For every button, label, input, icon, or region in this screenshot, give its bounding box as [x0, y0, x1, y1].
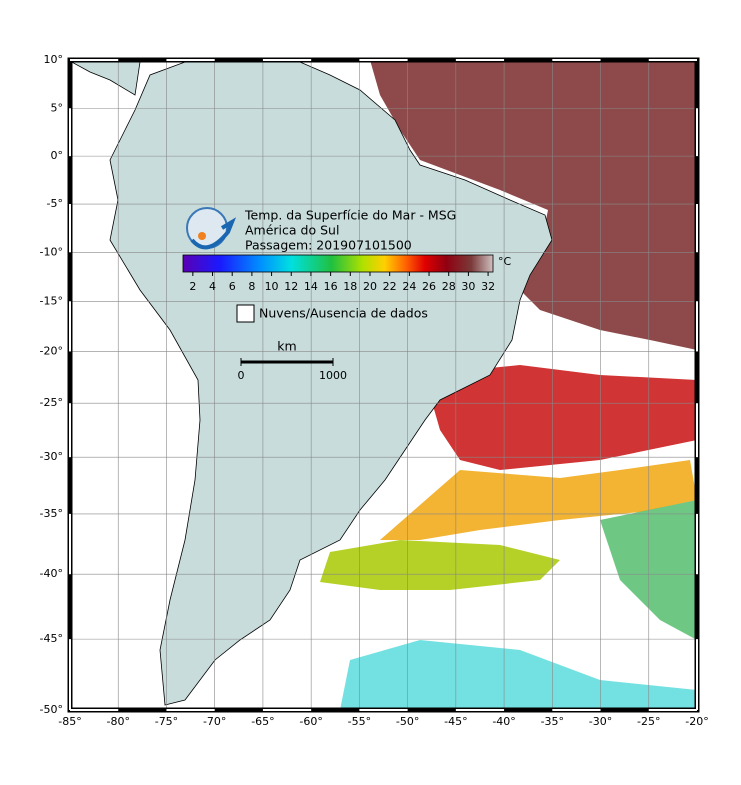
- lon-tick-label: -60°: [299, 715, 322, 728]
- colorbar-unit: °C: [498, 255, 512, 268]
- colorbar: 2 4 6 8 10 12 14 16 18 20 22 24 26 28 30 32: [182, 254, 495, 293]
- scale-tick-label: 0: [238, 369, 245, 382]
- lon-tick-label: -70°: [203, 715, 226, 728]
- scale-bar: km 0 1000: [238, 339, 348, 383]
- lon-tick-label: -30°: [589, 715, 612, 728]
- lat-tick-label: -20°: [40, 344, 63, 357]
- lon-tick-label: -80°: [106, 715, 129, 728]
- lat-tick-label: -15°: [40, 294, 63, 307]
- sst-orange: [380, 460, 697, 540]
- land-central-america: [70, 60, 141, 96]
- lat-tick-label: -50°: [40, 703, 63, 716]
- graticule: [69, 59, 698, 711]
- scale-unit: km: [277, 339, 296, 354]
- legend-label: Nuvens/Ausencia de dados: [259, 306, 428, 321]
- lon-tick-label: -65°: [251, 715, 274, 728]
- lat-tick-label: -10°: [40, 245, 63, 258]
- lat-tick-label: -45°: [40, 632, 63, 645]
- colorbar-tick-label: 2: [189, 280, 196, 293]
- colorbar-tick-label: 32: [481, 280, 495, 293]
- colorbar-tick-label: 18: [343, 280, 357, 293]
- colorbar-tick-label: 30: [461, 280, 475, 293]
- colorbar-tick-label: 28: [442, 280, 456, 293]
- title-line: América do Sul: [245, 223, 339, 238]
- colorbar-tick-label: 6: [229, 280, 236, 293]
- axis-labels: -85° -80° -75° -70° -65° -60° -55° -50° -45° -40°…: [40, 53, 709, 728]
- lat-tick-label: -5°: [47, 197, 63, 210]
- scale-tick-label: 1000: [319, 369, 347, 382]
- sst-yellow: [320, 540, 560, 590]
- sst-warm: [370, 60, 697, 350]
- legend-swatch: [236, 304, 255, 323]
- lon-tick-label: -85°: [58, 715, 81, 728]
- lon-tick-label: -55°: [348, 715, 371, 728]
- colorbar-tick-label: 14: [304, 280, 318, 293]
- colorbar-tick-label: 24: [402, 280, 416, 293]
- lon-tick-label: -40°: [492, 715, 515, 728]
- colorbar-tick-label: 10: [265, 280, 279, 293]
- sst-teal: [340, 640, 697, 710]
- colorbar-ramp: [182, 254, 494, 273]
- logo: [186, 207, 237, 250]
- lat-tick-label: 5°: [51, 101, 64, 114]
- lon-tick-label: -20°: [685, 715, 708, 728]
- lat-tick-label: -35°: [40, 507, 63, 520]
- map-content: [70, 60, 697, 710]
- lon-tick-label: -75°: [155, 715, 178, 728]
- lat-tick-label: 10°: [44, 53, 64, 66]
- colorbar-tick-label: 8: [248, 280, 255, 293]
- colorbar-tick-label: 4: [209, 280, 216, 293]
- colorbar-tick-label: 26: [422, 280, 436, 293]
- lon-tick-label: -25°: [637, 715, 660, 728]
- lat-tick-label: 0°: [51, 149, 64, 162]
- lon-tick-label: -50°: [396, 715, 419, 728]
- lat-tick-label: -25°: [40, 396, 63, 409]
- title-line: Temp. da Superfície do Mar - MSG: [244, 208, 456, 223]
- lon-tick-label: -35°: [541, 715, 564, 728]
- title-line: Passagem: 201907101500: [245, 238, 412, 253]
- colorbar-tick-label: 20: [363, 280, 377, 293]
- colorbar-tick-label: 16: [324, 280, 338, 293]
- frame-ticks: [69, 59, 698, 711]
- sst-red: [430, 365, 697, 470]
- lon-tick-label: -45°: [444, 715, 467, 728]
- lat-tick-label: -40°: [40, 567, 63, 580]
- lat-tick-label: -30°: [40, 450, 63, 463]
- colorbar-tick-label: 22: [383, 280, 397, 293]
- colorbar-tick-label: 12: [284, 280, 298, 293]
